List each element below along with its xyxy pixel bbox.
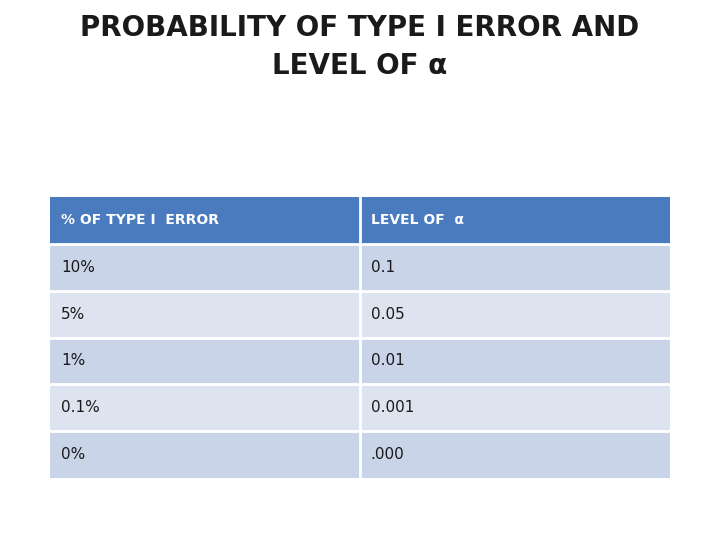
FancyBboxPatch shape [360, 197, 670, 244]
Text: % OF TYPE I  ERROR: % OF TYPE I ERROR [61, 213, 219, 227]
Text: 10%: 10% [61, 260, 95, 275]
FancyBboxPatch shape [360, 384, 670, 431]
FancyBboxPatch shape [360, 431, 670, 478]
FancyBboxPatch shape [50, 338, 360, 384]
Text: 0.01: 0.01 [371, 353, 405, 368]
Text: LEVEL OF  α: LEVEL OF α [371, 213, 464, 227]
Text: PROBABILITY OF TYPE I ERROR AND
LEVEL OF α: PROBABILITY OF TYPE I ERROR AND LEVEL OF… [81, 14, 639, 80]
FancyBboxPatch shape [360, 338, 670, 384]
FancyBboxPatch shape [360, 291, 670, 338]
Text: 1%: 1% [61, 353, 86, 368]
Text: 0.1%: 0.1% [61, 400, 100, 415]
Text: 0.05: 0.05 [371, 307, 405, 322]
FancyBboxPatch shape [50, 431, 360, 478]
Text: 0.001: 0.001 [371, 400, 414, 415]
FancyBboxPatch shape [50, 244, 360, 291]
Text: .000: .000 [371, 447, 405, 462]
Text: 5%: 5% [61, 307, 86, 322]
FancyBboxPatch shape [50, 291, 360, 338]
FancyBboxPatch shape [360, 244, 670, 291]
Text: 0.1: 0.1 [371, 260, 395, 275]
FancyBboxPatch shape [50, 197, 360, 244]
Text: 0%: 0% [61, 447, 86, 462]
FancyBboxPatch shape [50, 384, 360, 431]
